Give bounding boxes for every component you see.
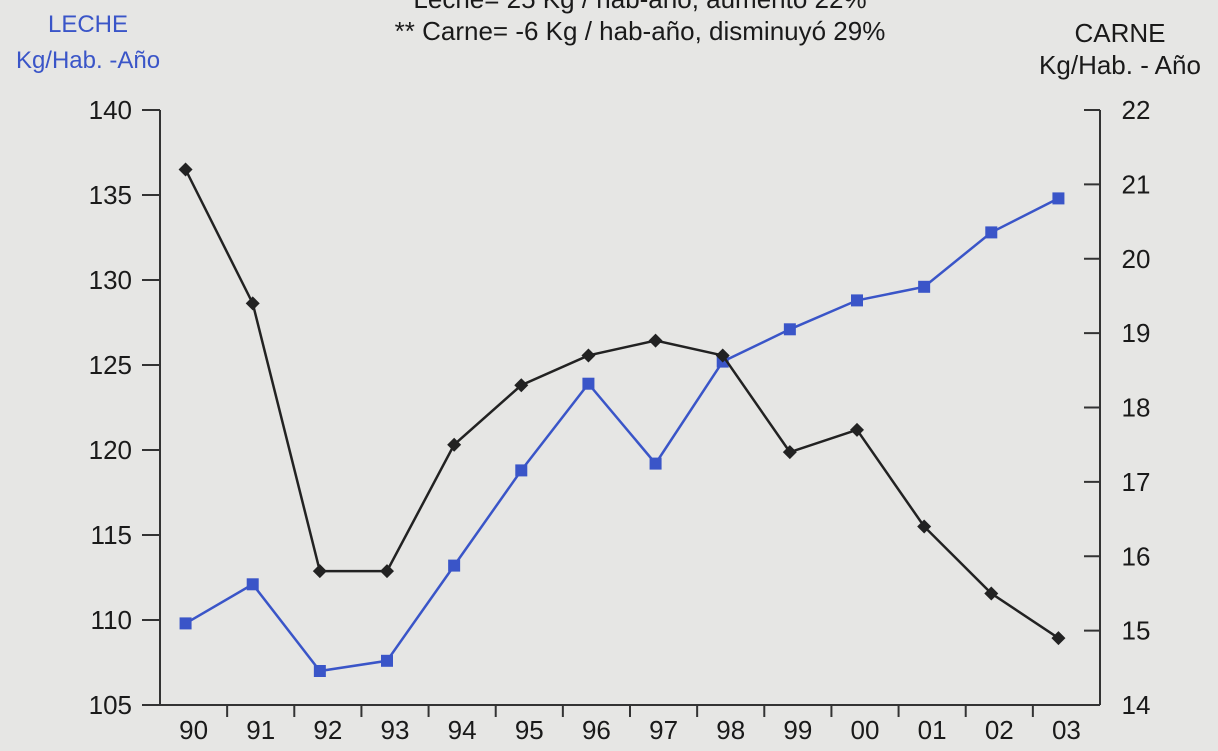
series-line (184, 168, 1060, 640)
marker (1052, 192, 1065, 205)
x-tick-label: 94 (448, 715, 477, 745)
y2-tick-label: 22 (1122, 95, 1151, 125)
marker (179, 617, 192, 630)
y2-tick-label: 14 (1122, 690, 1151, 720)
marker (917, 519, 932, 534)
y-axis-title: Kg/Hab. -Año (16, 47, 160, 74)
y2-axis-title: CARNE (1074, 18, 1165, 48)
x-tick-label: 92 (313, 715, 342, 745)
x-tick-label: 98 (716, 715, 745, 745)
x-tick-label: 93 (381, 715, 410, 745)
marker (381, 654, 393, 667)
x-tick-label: 90 (179, 715, 208, 745)
marker (245, 296, 260, 311)
marker (782, 445, 797, 460)
marker (313, 665, 326, 677)
marker (514, 378, 529, 393)
marker (582, 377, 595, 390)
x-tick-label: 95 (515, 715, 544, 745)
y-axis-title: LECHE (48, 11, 128, 38)
y2-tick-label: 17 (1122, 467, 1151, 497)
series-line (184, 197, 1059, 673)
marker (515, 464, 528, 477)
marker (649, 457, 662, 470)
marker (1051, 631, 1066, 646)
marker (850, 422, 864, 437)
y2-axis-title: Kg/Hab. - Año (1039, 50, 1201, 80)
marker (648, 333, 663, 348)
y-tick-label: 105 (89, 690, 132, 720)
y-tick-label: 120 (89, 435, 132, 465)
marker (783, 323, 796, 336)
y2-tick-label: 19 (1122, 318, 1151, 348)
marker (312, 564, 327, 579)
marker (918, 280, 931, 293)
marker (448, 559, 461, 572)
marker (178, 162, 193, 177)
x-tick-label: 91 (246, 715, 275, 745)
marker (715, 348, 730, 363)
y-tick-label: 135 (89, 180, 132, 210)
marker (380, 564, 394, 579)
y-tick-label: 140 (89, 95, 132, 125)
x-tick-label: 97 (649, 715, 678, 745)
y2-tick-label: 15 (1122, 616, 1151, 646)
marker (851, 294, 863, 307)
y-tick-label: 115 (91, 520, 132, 550)
marker (581, 348, 596, 363)
x-tick-label: 02 (985, 715, 1014, 745)
y-tick-label: 110 (91, 605, 132, 635)
annotation: Leche= 25 Kg / hab-año, aumento 22% (413, 0, 866, 14)
y2-tick-label: 20 (1122, 244, 1151, 274)
y-tick-label: 130 (89, 265, 132, 295)
marker (984, 586, 999, 601)
y2-tick-label: 21 (1122, 169, 1151, 199)
marker (246, 578, 259, 591)
y2-tick-label: 18 (1122, 393, 1151, 423)
y2-tick-label: 16 (1122, 541, 1151, 571)
x-tick-label: 03 (1052, 715, 1081, 745)
y-tick-label: 125 (89, 350, 132, 380)
x-tick-label: 99 (783, 715, 812, 745)
marker (985, 226, 998, 239)
x-tick-label: 01 (918, 715, 947, 745)
x-tick-label: 00 (851, 715, 880, 745)
marker (447, 437, 462, 452)
x-tick-label: 96 (582, 715, 611, 745)
annotation: ** Carne= -6 Kg / hab-año, disminuyó 29% (395, 16, 886, 46)
